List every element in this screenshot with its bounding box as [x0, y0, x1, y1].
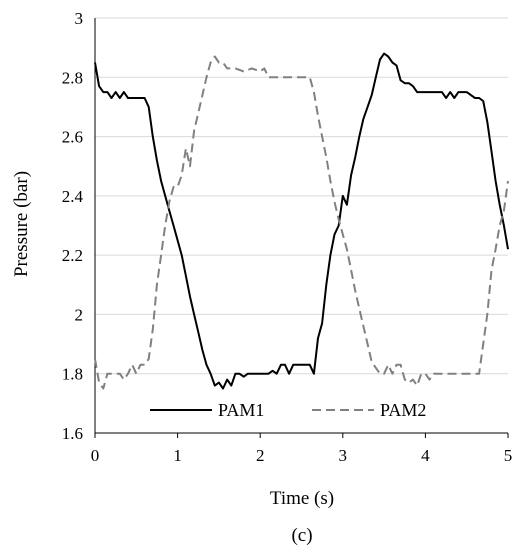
y-tick-label: 2: [75, 305, 84, 324]
y-tick-label: 1.8: [62, 365, 83, 384]
x-tick-labels: 0 1 2 3 4 5: [91, 433, 512, 465]
y-tick-labels: 1.6 1.8 2 2.2 2.4 2.6 2.8 3: [62, 9, 84, 443]
y-tick-label: 2.6: [62, 128, 83, 147]
plot-area: [94, 52, 509, 390]
series-line-pam1: [94, 52, 509, 390]
y-axis-label: Pressure (bar): [11, 171, 32, 277]
figure-caption: (c): [291, 525, 312, 546]
x-tick-label: 3: [339, 446, 348, 465]
series-line-pam2: [94, 55, 509, 390]
y-tick-label: 2.2: [62, 246, 83, 265]
x-tick-label: 4: [421, 446, 430, 465]
legend-label-pam2: PAM2: [380, 400, 426, 420]
legend: PAM1 PAM2: [142, 397, 478, 423]
x-tick-label: 2: [256, 446, 265, 465]
x-tick-label: 5: [504, 446, 512, 465]
x-tick-label: 1: [173, 446, 182, 465]
y-tick-label: 2.4: [62, 187, 84, 206]
y-tick-label: 3: [75, 9, 84, 28]
x-axis-label: Time (s): [270, 488, 334, 509]
y-tick-label: 1.6: [62, 424, 83, 443]
gridlines: [94, 17, 508, 434]
y-tick-label: 2.8: [62, 68, 83, 87]
x-tick-label: 0: [91, 446, 100, 465]
legend-label-pam1: PAM1: [218, 400, 264, 420]
